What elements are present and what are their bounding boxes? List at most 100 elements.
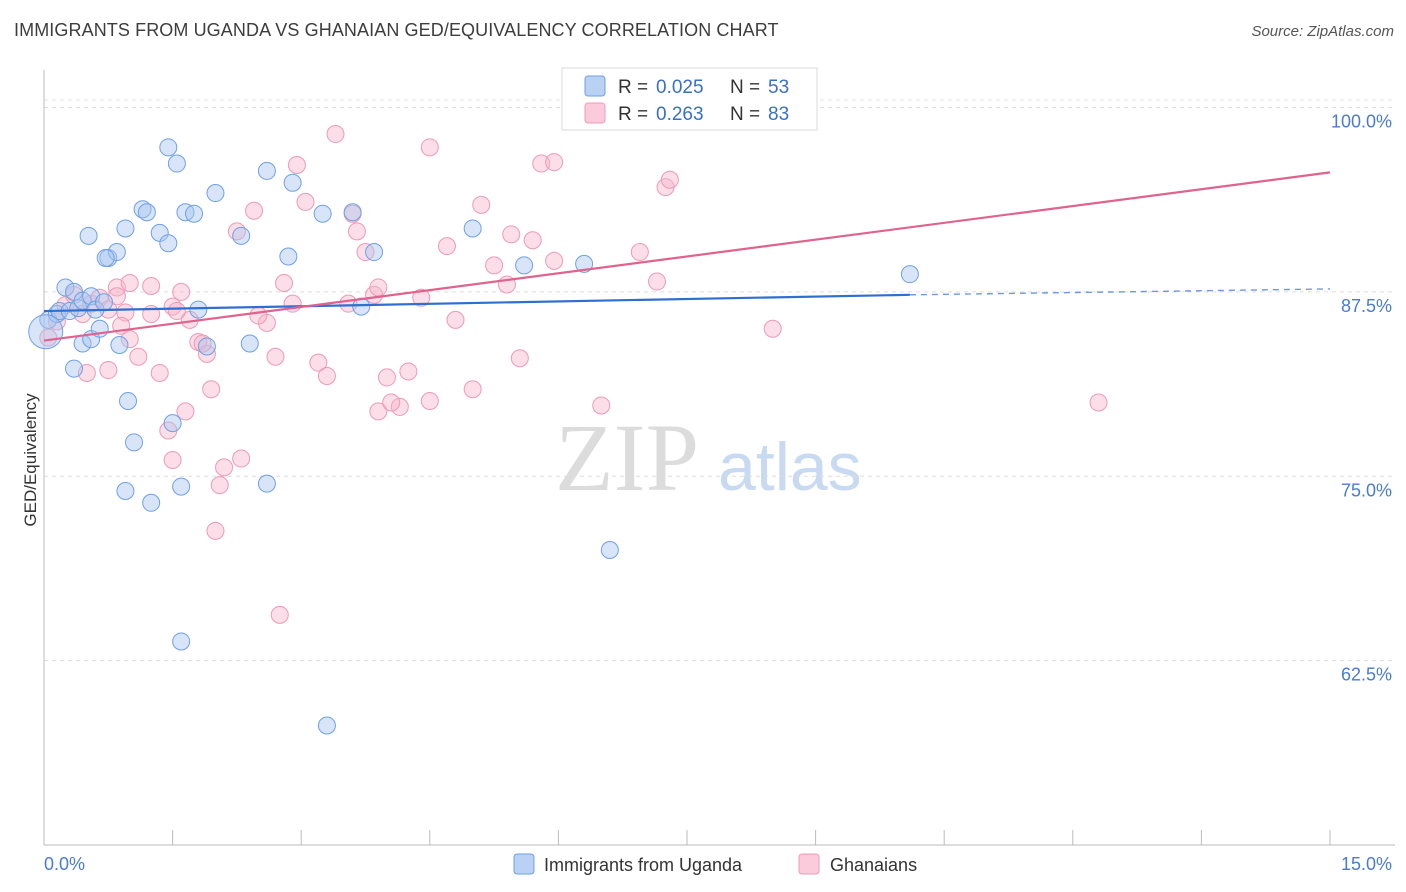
uganda-point — [28, 314, 64, 350]
uganda-point — [189, 300, 208, 319]
uganda-point — [159, 234, 178, 253]
ghanaians-point — [296, 192, 315, 211]
ghanaians-point — [382, 393, 401, 412]
uganda-point — [257, 161, 276, 180]
ghanaians-point — [163, 451, 182, 470]
legend-swatch-ghana — [584, 102, 606, 124]
ghanaians-point — [437, 237, 456, 256]
ghanaians-point — [167, 302, 186, 321]
axes — [43, 70, 1395, 846]
ghanaians-point — [245, 201, 264, 220]
legend-n-label-ghana: N = — [730, 104, 760, 125]
ghanaians-point — [420, 138, 439, 157]
uganda-point — [240, 334, 259, 353]
x-tick-label-max: 15.0% — [1341, 854, 1392, 874]
ghanaians-point — [142, 276, 161, 295]
ghanaians-point — [129, 347, 148, 366]
uganda-trend-line — [43, 293, 910, 313]
y-axis-title: GED/Equivalency — [21, 393, 40, 527]
bottom-legend-label-uganda: Immigrants from Uganda — [544, 855, 743, 875]
bottom-legend-swatch-uganda — [513, 853, 535, 875]
uganda-point — [163, 414, 182, 433]
uganda-point — [600, 541, 619, 559]
uganda-point — [185, 204, 204, 223]
ghanaians-point — [420, 392, 439, 411]
ghanaians-point — [472, 195, 491, 214]
uganda-point — [900, 265, 919, 284]
ghanaians-point — [545, 251, 564, 270]
ghanaians-point — [545, 153, 564, 172]
ghanaians-point — [197, 344, 216, 363]
uganda-point — [137, 203, 156, 222]
y-tick-label: 75.0% — [1341, 480, 1392, 500]
uganda-point — [110, 335, 129, 354]
ghanaians-point — [275, 274, 294, 293]
ghanaians-point — [369, 278, 388, 297]
stats-legend: R = 0.025 N = 53 R = 0.263 N = 83 — [561, 67, 818, 131]
ghanaians-point — [270, 605, 289, 624]
ghanaians-point — [377, 368, 396, 387]
uganda-point — [232, 226, 251, 245]
ghanaians-point — [630, 243, 649, 262]
uganda-point — [79, 226, 98, 245]
trend-lines — [43, 171, 1331, 342]
ghanaians-point — [763, 319, 782, 338]
uganda-point — [172, 632, 191, 651]
ghanaians-point — [523, 231, 542, 250]
uganda-point — [515, 256, 534, 275]
x-tick-label-min: 0.0% — [44, 854, 85, 874]
uganda-point — [95, 293, 114, 312]
legend-n-value-ghana: 83 — [768, 104, 789, 125]
ghanaians-point — [120, 274, 139, 293]
ghanaians-point — [412, 288, 431, 307]
y-tick-label: 62.5% — [1341, 665, 1392, 685]
uganda-point — [116, 482, 135, 500]
ghanaians-point — [210, 476, 229, 495]
uganda-point — [283, 173, 302, 192]
ghanaians-point — [510, 349, 529, 368]
ghanaians-point — [232, 449, 251, 468]
legend-r-value-ghana: 0.263 — [656, 104, 704, 125]
ghanaians-point — [502, 225, 521, 244]
ghanaians-point — [326, 125, 345, 144]
uganda-trend-extension — [909, 288, 1331, 296]
ghanaians-point — [99, 361, 118, 380]
ghanaians-point — [647, 272, 666, 291]
legend-n-value-uganda: 53 — [768, 77, 789, 98]
uganda-point — [206, 184, 225, 203]
source-label: Source: ZipAtlas.com — [1251, 23, 1394, 40]
ghanaians-point — [347, 222, 366, 241]
uganda-point — [313, 204, 332, 223]
ghanaians-point — [120, 330, 139, 349]
uganda-point — [257, 474, 276, 493]
ghanaians-trend-line — [43, 171, 1331, 342]
uganda-point — [463, 219, 482, 238]
ghanaians-point — [116, 303, 135, 322]
y-tick-label: 87.5% — [1341, 296, 1392, 316]
ghanaians-point — [592, 396, 611, 415]
ghanaians-point — [287, 156, 306, 175]
ghanaians-point — [202, 380, 221, 399]
legend-r-value-uganda: 0.025 — [656, 77, 704, 98]
uganda-point — [159, 138, 178, 157]
ghanaians-point — [176, 402, 195, 421]
ghanaians-point — [309, 353, 328, 372]
ghanaians-point — [206, 521, 225, 540]
bottom-legend-label-ghana: Ghanaians — [830, 855, 917, 875]
legend-swatch-uganda — [584, 75, 606, 97]
uganda-point — [575, 254, 594, 273]
watermark-atlas: atlas — [718, 429, 862, 505]
uganda-point — [197, 337, 216, 356]
uganda-point — [279, 247, 298, 266]
uganda-point — [65, 359, 84, 378]
uganda-point — [142, 493, 161, 512]
y-tick-label: 100.0% — [1331, 112, 1392, 132]
chart-title: IMMIGRANTS FROM UGANDA VS GHANAIAN GED/E… — [14, 20, 779, 40]
ghanaians-point — [150, 364, 169, 382]
ghanaians-point — [369, 402, 388, 421]
uganda-point — [125, 433, 144, 452]
x-ticks — [43, 830, 1331, 845]
uganda-point — [365, 243, 384, 262]
y-tick-labels: 62.5% 75.0% 87.5% 100.0% — [1331, 112, 1392, 685]
